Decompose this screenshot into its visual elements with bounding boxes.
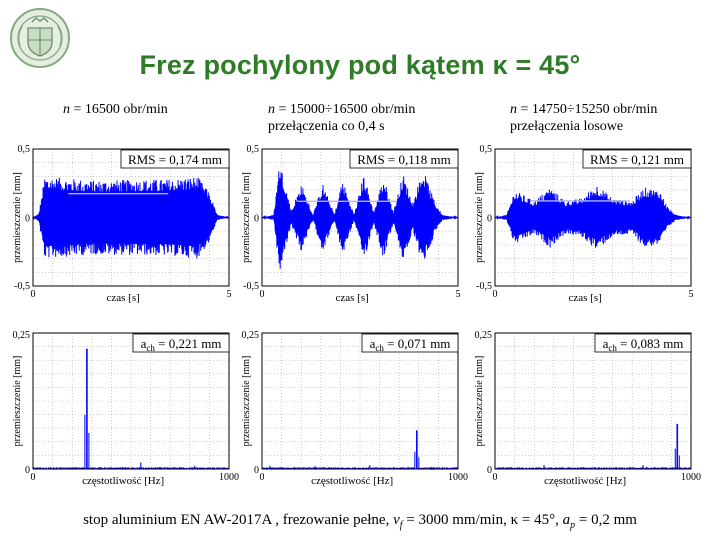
y-tick-label: 0 bbox=[254, 465, 259, 476]
footer-text-1: stop aluminium EN AW-2017A , frezowanie … bbox=[83, 512, 394, 528]
y-tick-label: 0,25 bbox=[13, 330, 31, 341]
page-title: Frez pochylony pod kątem κ = 45° bbox=[139, 50, 581, 80]
displacement-signal-core bbox=[495, 194, 691, 241]
y-axis-label: przemieszczenie [mm] bbox=[474, 172, 485, 263]
x-tick-label: 5 bbox=[227, 289, 232, 300]
annotation-box bbox=[349, 149, 459, 169]
annotation-sub: ch bbox=[608, 343, 617, 353]
x-tick-label: 0 bbox=[260, 289, 265, 300]
amplitude-annotation-text: ach = 0,071 mm bbox=[370, 336, 451, 353]
x-tick-label: 5 bbox=[456, 289, 461, 300]
ap-variable: a bbox=[562, 512, 571, 528]
x-axis-label: czas [s] bbox=[569, 292, 602, 304]
x-tick-label: 0 bbox=[31, 472, 36, 483]
rms-annotation-text: RMS = 0,174 mm bbox=[128, 152, 222, 167]
fft-plot-1: ach = 0,221 mm 0,25 00 1000 częstotliwość [H… bbox=[12, 330, 239, 487]
plot-frame bbox=[261, 332, 459, 470]
ap-subscript: p bbox=[570, 520, 576, 531]
n-variable: n bbox=[268, 102, 275, 117]
x-axis-label: czas [s] bbox=[336, 292, 369, 304]
plot-frame bbox=[32, 148, 230, 287]
y-tick-label: 0 bbox=[487, 214, 492, 225]
switching-note: przełączenia co 0,4 s bbox=[268, 119, 385, 134]
x-tick-label: 1000 bbox=[448, 472, 468, 483]
y-tick-label: 0,5 bbox=[247, 144, 260, 155]
n-value: = 15000÷16500 obr/min bbox=[275, 102, 416, 117]
y-axis-label: przemieszczenie [mm] bbox=[241, 356, 252, 447]
footer-conditions: stop aluminium EN AW-2017A , frezowanie … bbox=[0, 512, 720, 531]
x-tick-label: 1000 bbox=[681, 472, 701, 483]
y-axis-label: przemieszczenie [mm] bbox=[12, 172, 23, 263]
column-header-3: n = 14750÷15250 obr/min przełączenia los… bbox=[510, 101, 657, 135]
vf-subscript: f bbox=[399, 520, 403, 531]
x-axis-label: częstotliwość [Hz] bbox=[311, 475, 393, 487]
amplitude-annotation-text: ach = 0,083 mm bbox=[603, 336, 684, 353]
displacement-signal-core bbox=[33, 188, 229, 247]
n-value: = 16500 obr/min bbox=[70, 102, 168, 117]
annotation-value: = 0,071 mm bbox=[384, 336, 451, 351]
plot-frame bbox=[494, 148, 692, 287]
y-tick-label: 0,25 bbox=[475, 330, 493, 341]
y-tick-label: 0,25 bbox=[242, 330, 260, 341]
x-tick-label: 5 bbox=[689, 289, 694, 300]
fft-plot-3: ach = 0,083 mm 0,25 00 1000 częstotliwość [H… bbox=[474, 330, 701, 487]
y-tick-label: 0 bbox=[25, 465, 30, 476]
n-variable: n bbox=[63, 102, 70, 117]
annotation-box bbox=[361, 333, 459, 353]
annotation-box bbox=[120, 149, 230, 169]
spectrum-noise-floor bbox=[32, 466, 230, 471]
n-value: = 14750÷15250 obr/min bbox=[517, 102, 658, 117]
spectrum-noise-floor bbox=[261, 466, 459, 471]
y-axis-label: przemieszczenie [mm] bbox=[241, 172, 252, 263]
annotation-sub: ch bbox=[375, 343, 384, 353]
y-axis-label: przemieszczenie [mm] bbox=[12, 356, 23, 447]
vf-variable: v bbox=[393, 512, 400, 528]
annotation-value: = 0,083 mm bbox=[617, 336, 684, 351]
y-axis-label: przemieszczenie [mm] bbox=[474, 356, 485, 447]
plot-frame bbox=[32, 332, 230, 470]
y-tick-label: -0,5 bbox=[243, 281, 259, 292]
annotation-value: = 0,221 mm bbox=[155, 336, 222, 351]
x-tick-label: 1000 bbox=[219, 472, 239, 483]
annotation-var: a bbox=[370, 336, 376, 351]
y-tick-label: 0 bbox=[254, 214, 259, 225]
amplitude-annotation-text: ach = 0,221 mm bbox=[141, 336, 222, 353]
annotation-var: a bbox=[603, 336, 609, 351]
annotation-sub: ch bbox=[146, 343, 155, 353]
x-axis-label: czas [s] bbox=[107, 292, 140, 304]
y-tick-label: 0,5 bbox=[18, 144, 31, 155]
x-tick-label: 0 bbox=[493, 472, 498, 483]
x-axis-label: częstotliwość [Hz] bbox=[544, 475, 626, 487]
y-tick-label: 0 bbox=[25, 214, 30, 225]
footer-text-2: = 3000 mm/min, κ = 45°, bbox=[402, 512, 563, 528]
y-tick-label: -0,5 bbox=[14, 281, 30, 292]
y-tick-label: -0,5 bbox=[476, 281, 492, 292]
column-header-2: n = 15000÷16500 obr/min przełączenia co … bbox=[268, 101, 415, 135]
switching-note: przełączenia losowe bbox=[510, 119, 624, 134]
rms-annotation-text: RMS = 0,118 mm bbox=[357, 152, 451, 167]
x-axis-label: częstotliwość [Hz] bbox=[82, 475, 164, 487]
n-variable: n bbox=[510, 102, 517, 117]
annotation-var: a bbox=[141, 336, 147, 351]
y-tick-label: 0 bbox=[487, 465, 492, 476]
plot-frame bbox=[494, 332, 692, 470]
university-emblem-logo bbox=[10, 8, 70, 68]
column-header-1: n = 16500 obr/min bbox=[63, 101, 168, 118]
footer-text-3: = 0,2 mm bbox=[575, 512, 637, 528]
y-tick-label: 0,5 bbox=[480, 144, 493, 155]
displacement-signal-core bbox=[262, 177, 458, 258]
plot-frame bbox=[261, 148, 459, 287]
x-tick-label: 0 bbox=[493, 289, 498, 300]
annotation-box bbox=[582, 149, 692, 169]
x-tick-label: 0 bbox=[31, 289, 36, 300]
fft-plot-2: ach = 0,071 mm 0,25 00 1000 częstotliwość [H… bbox=[241, 330, 468, 487]
annotation-box bbox=[594, 333, 692, 353]
annotation-box bbox=[132, 333, 230, 353]
x-tick-label: 0 bbox=[260, 472, 265, 483]
rms-annotation-text: RMS = 0,121 mm bbox=[590, 152, 684, 167]
